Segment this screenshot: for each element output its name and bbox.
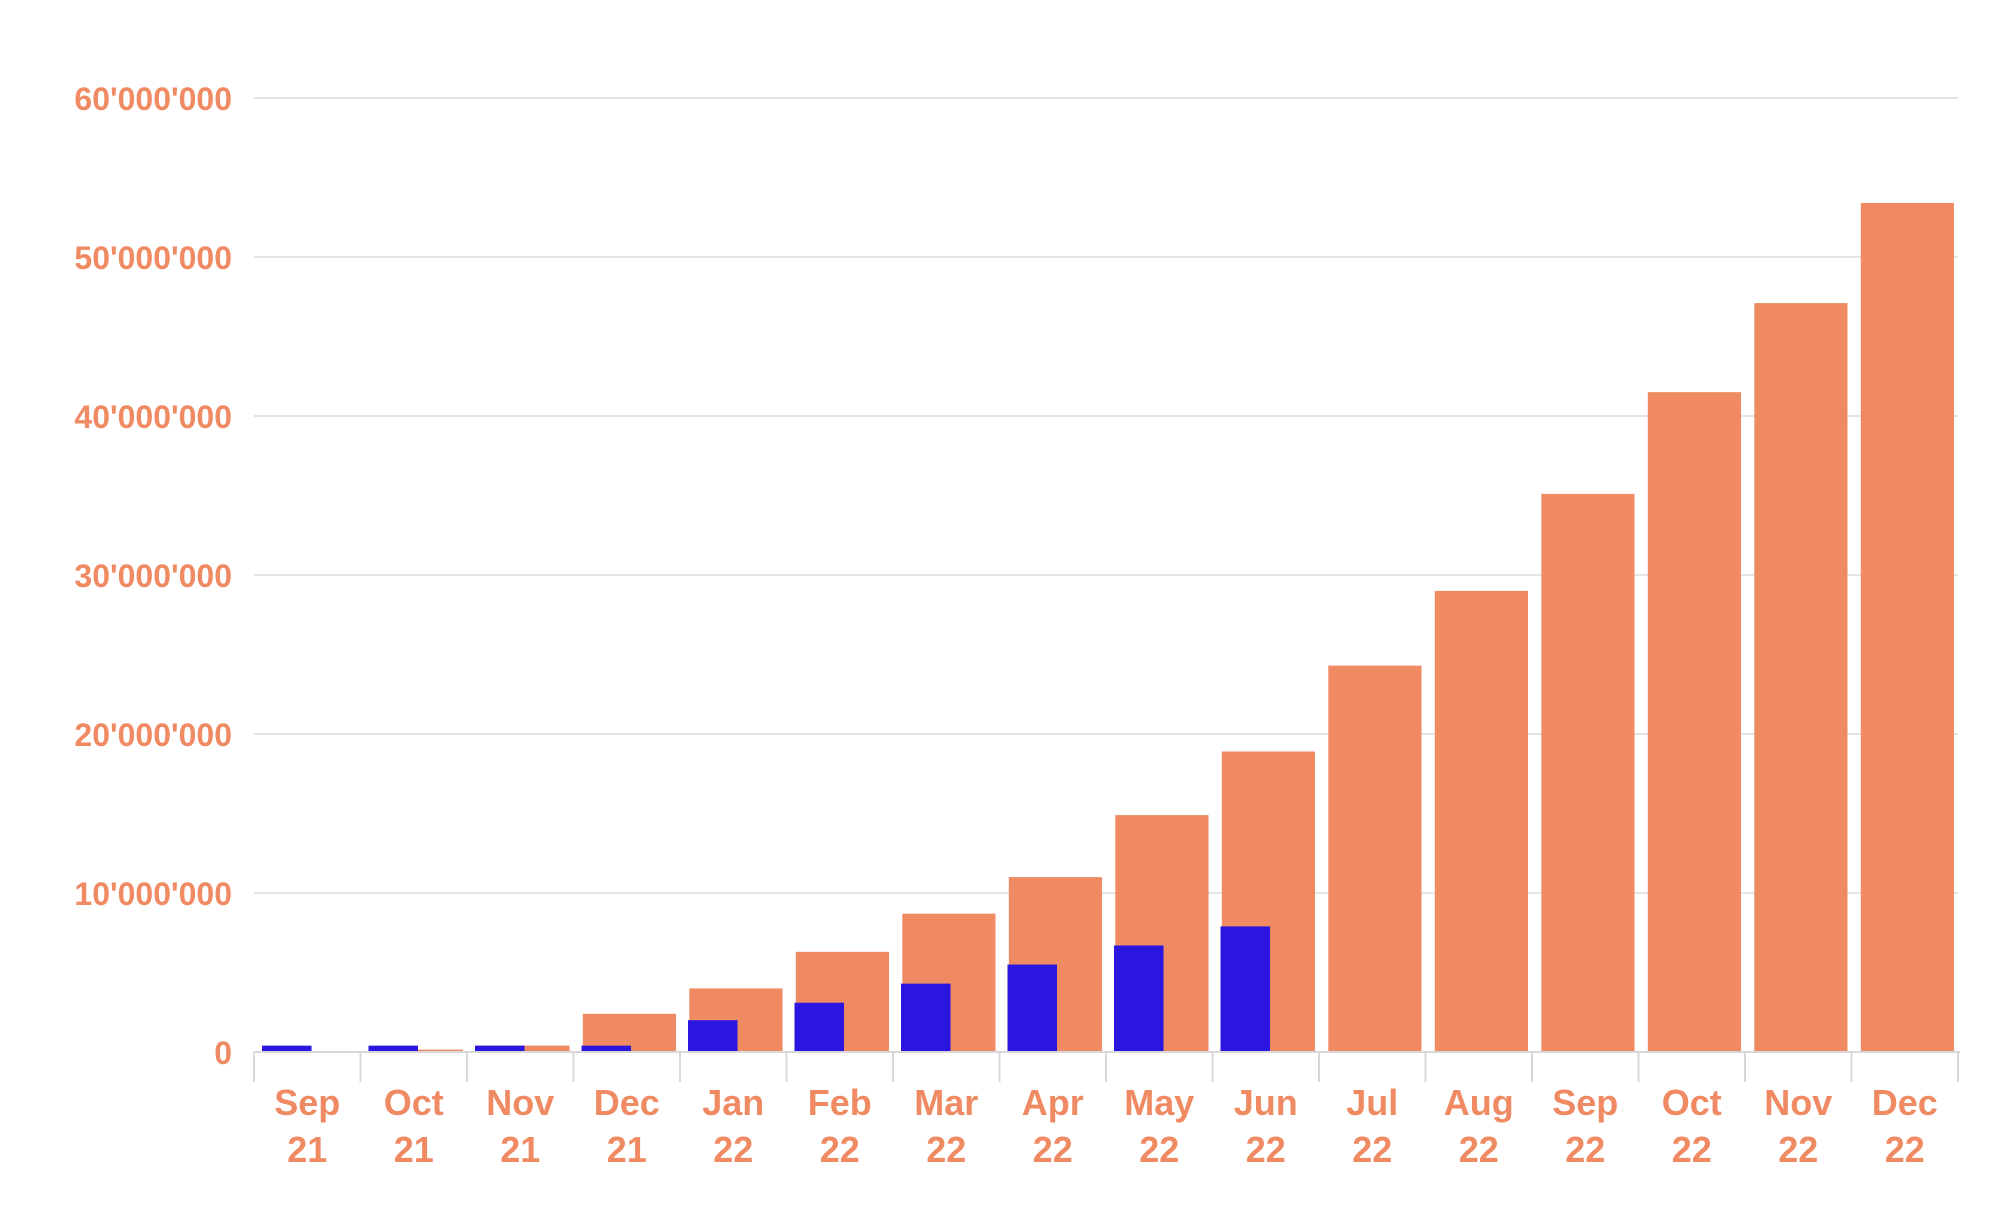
x-tick-label-year: 21 [607, 1129, 647, 1170]
x-tick-label-year: 22 [820, 1129, 860, 1170]
x-tick-label-month: Aug [1444, 1082, 1514, 1123]
x-tick-label-year: 22 [1459, 1129, 1499, 1170]
bar-blue [1007, 964, 1058, 1052]
x-tick-label-year: 22 [1033, 1129, 1073, 1170]
bar-blue [688, 1020, 738, 1052]
x-tick-label-month: Nov [486, 1082, 554, 1123]
bar-blue [794, 1002, 845, 1052]
x-tick-label-month: Dec [1872, 1082, 1938, 1123]
x-tick-label-year: 22 [1778, 1129, 1818, 1170]
x-tick-label-month: Apr [1022, 1082, 1084, 1123]
x-tick-label-year: 22 [1885, 1129, 1925, 1170]
bar-blue [581, 1045, 632, 1052]
y-tick-label: 60'000'000 [74, 81, 232, 117]
bar-blue [475, 1045, 525, 1052]
x-tick-label-year: 22 [926, 1129, 966, 1170]
x-tick-label-month: Dec [594, 1082, 660, 1123]
y-tick-label: 20'000'000 [74, 717, 232, 753]
x-tick-label-month: Oct [384, 1082, 444, 1123]
x-tick-label-month: Jun [1234, 1082, 1298, 1123]
y-tick-label: 0 [214, 1035, 232, 1071]
x-tick-label-year: 21 [287, 1129, 327, 1170]
x-tick-label-month: Jul [1346, 1082, 1398, 1123]
x-tick-label-month: Mar [914, 1082, 978, 1123]
x-tick-label-year: 22 [1246, 1129, 1286, 1170]
x-tick-label-year: 21 [394, 1129, 434, 1170]
x-tick-label-year: 22 [1139, 1129, 1179, 1170]
x-tick-label-month: Sep [1552, 1082, 1618, 1123]
y-tick-label: 50'000'000 [74, 240, 232, 276]
x-axis [253, 1051, 1960, 1082]
bar-orange [1647, 392, 1741, 1052]
bar-blue [368, 1045, 419, 1052]
bar-orange [1754, 303, 1848, 1052]
x-tick-label-year: 22 [713, 1129, 753, 1170]
bar-blue [1220, 926, 1271, 1052]
bar-blue [262, 1045, 312, 1052]
bar-blue [901, 983, 951, 1052]
bar-orange [1434, 590, 1528, 1052]
y-tick-label: 30'000'000 [74, 558, 232, 594]
x-tick-label-month: Feb [808, 1082, 872, 1123]
x-axis-labels: Sep 21 Oct 21 Nov 21 Dec 21 Jan 22 Feb 22 Mar 22 Apr 22… [274, 1082, 1938, 1170]
y-axis-labels: 0 10'000'000 20'000'000 30'000'000 40'000'00… [74, 81, 232, 1071]
bar-orange [1860, 202, 1954, 1052]
bar-orange [1328, 665, 1422, 1052]
y-tick-label: 10'000'000 [74, 876, 232, 912]
x-tick-label-month: Nov [1764, 1082, 1832, 1123]
bars [262, 202, 1954, 1052]
y-tick-label: 40'000'000 [74, 399, 232, 435]
bar-orange [1541, 493, 1635, 1052]
x-tick-label-year: 22 [1352, 1129, 1392, 1170]
x-tick-label-month: Jan [702, 1082, 764, 1123]
x-tick-label-month: May [1124, 1082, 1194, 1123]
x-tick-label-year: 22 [1565, 1129, 1605, 1170]
x-tick-label-year: 21 [500, 1129, 540, 1170]
bar-blue [1114, 945, 1164, 1052]
x-tick-label-month: Oct [1662, 1082, 1722, 1123]
x-tick-label-month: Sep [274, 1082, 340, 1123]
x-tick-label-year: 22 [1672, 1129, 1712, 1170]
